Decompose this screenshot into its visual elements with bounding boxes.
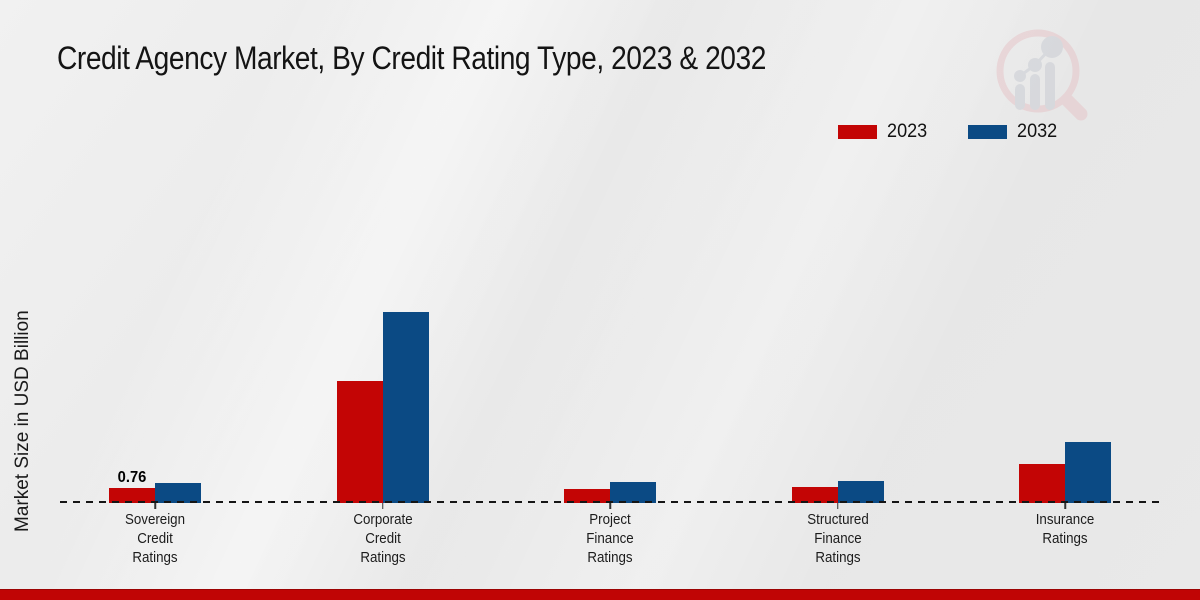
plot-area: 0.76 bbox=[109, 312, 1111, 503]
axis-tick-corporate-credit-ratings bbox=[381, 503, 384, 509]
magnifier-bar-chart-logo-icon bbox=[988, 26, 1088, 127]
bar-2023-corporate-credit-ratings bbox=[336, 381, 383, 503]
legend-item-2032: 2032 bbox=[968, 121, 1058, 143]
axis-tick-sovereign-credit-ratings bbox=[154, 503, 156, 509]
data-label-2023-sovereign-credit-ratings: 0.76 bbox=[117, 469, 147, 486]
legend: 2023 2032 bbox=[838, 121, 1059, 143]
bar-group-corporate-credit-ratings bbox=[336, 312, 429, 503]
category-label-insurance-ratings: Insurance Ratings bbox=[1035, 512, 1095, 547]
axis-tick-insurance-ratings bbox=[1064, 503, 1066, 509]
bar-2032-project-finance-ratings bbox=[610, 482, 656, 503]
legend-item-2023: 2023 bbox=[838, 121, 928, 143]
chart-title: Credit Agency Market, By Credit Rating T… bbox=[57, 40, 766, 76]
legend-label-2023: 2023 bbox=[887, 121, 928, 142]
axis-tick-project-finance-ratings bbox=[609, 503, 611, 509]
bar-2032-corporate-credit-ratings bbox=[382, 312, 429, 503]
category-label-project-finance-ratings: Project Finance Ratings bbox=[586, 512, 634, 566]
bar-2032-sovereign-credit-ratings bbox=[155, 483, 201, 503]
category-label-structured-finance-ratings: Structured Finance Ratings bbox=[806, 512, 869, 566]
bar-2032-insurance-ratings bbox=[1065, 442, 1111, 503]
bar-group-sovereign-credit-ratings bbox=[109, 483, 201, 503]
axis-tick-structured-finance-ratings bbox=[836, 503, 839, 509]
x-axis-baseline bbox=[60, 501, 1160, 503]
footer-accent-band bbox=[0, 589, 1200, 600]
bar-2023-insurance-ratings bbox=[1019, 464, 1065, 503]
bar-2023-sovereign-credit-ratings bbox=[109, 488, 155, 503]
bar-group-structured-finance-ratings bbox=[791, 481, 884, 503]
category-label-corporate-credit-ratings: Corporate Credit Ratings bbox=[352, 512, 413, 566]
bar-group-project-finance-ratings bbox=[564, 482, 656, 503]
legend-swatch-2023 bbox=[838, 125, 877, 139]
category-label-sovereign-credit-ratings: Sovereign Credit Ratings bbox=[124, 512, 186, 566]
bar-2023-project-finance-ratings bbox=[564, 489, 610, 503]
bar-2032-structured-finance-ratings bbox=[837, 481, 884, 503]
bar-2023-structured-finance-ratings bbox=[791, 487, 838, 503]
bar-group-insurance-ratings bbox=[1019, 442, 1111, 503]
legend-label-2032: 2032 bbox=[1017, 121, 1058, 142]
legend-swatch-2032 bbox=[968, 125, 1008, 139]
